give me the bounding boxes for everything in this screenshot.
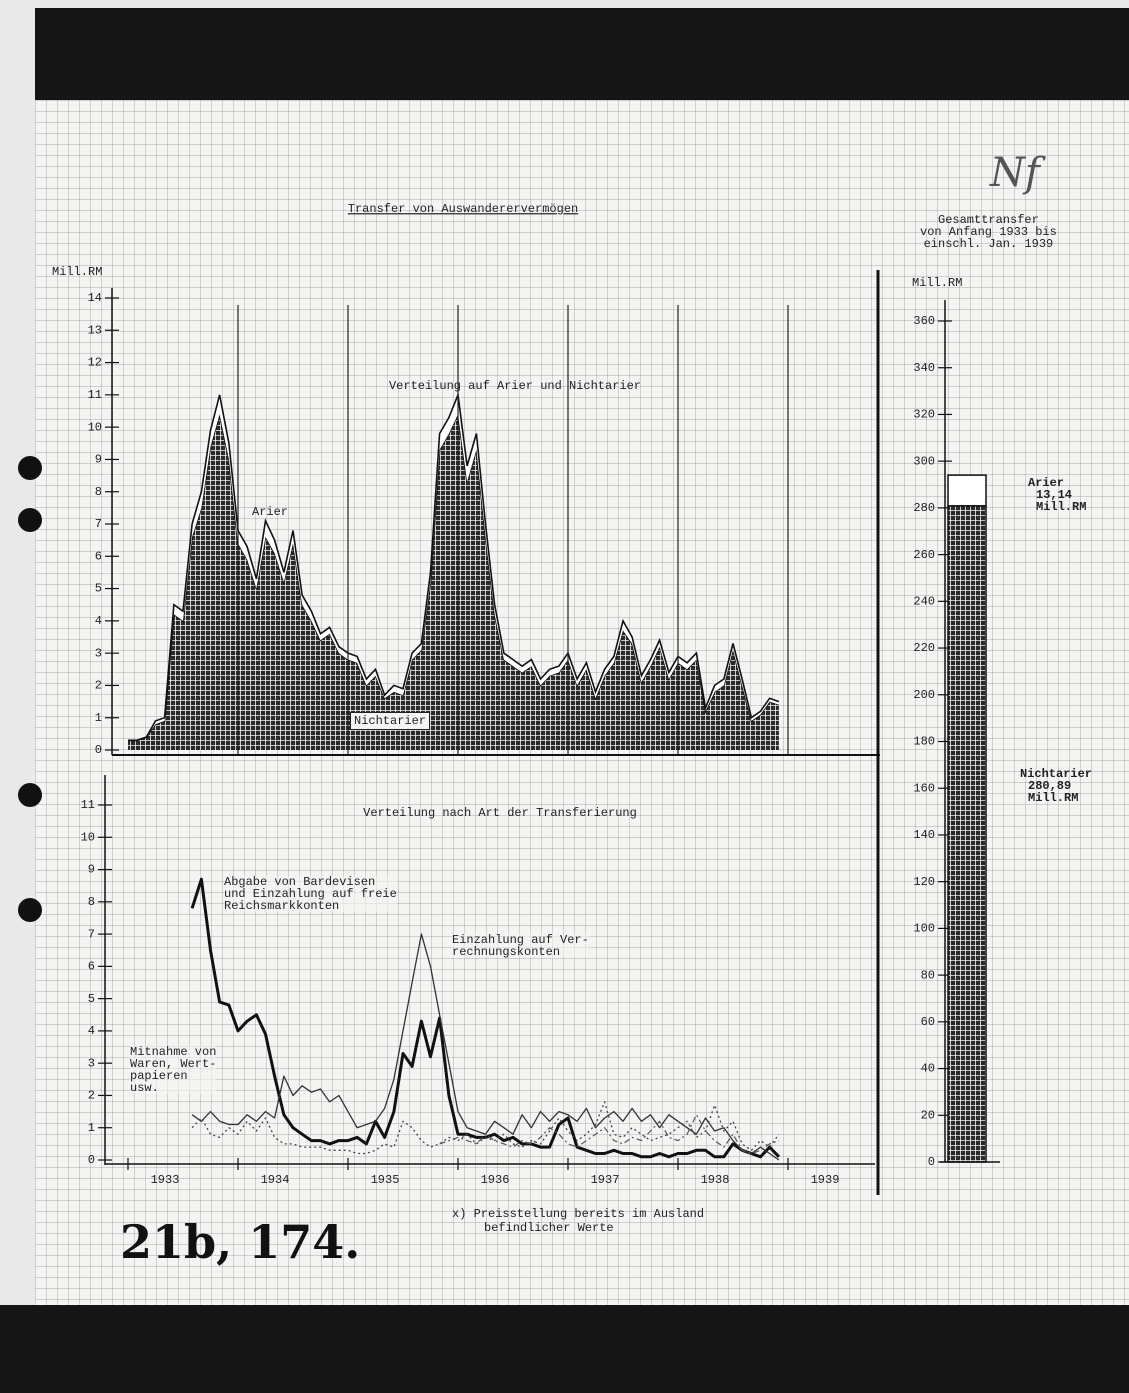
x-tick-label: 1938 <box>701 1173 730 1187</box>
y-tick-label: 340 <box>913 361 935 375</box>
y-axis-label: Mill.RM <box>52 265 102 279</box>
chart-title: Transfer von Auswanderervermögen <box>348 202 578 216</box>
y-tick-label: 8 <box>88 895 95 909</box>
y-tick-label: 7 <box>88 927 95 941</box>
bar-segment <box>948 475 986 506</box>
y-tick-label: 0 <box>88 1153 95 1167</box>
footnote: x) Preisstellung bereits im Ausland <box>452 1207 704 1221</box>
punch-hole <box>18 898 42 922</box>
y-tick-label: 2 <box>88 1089 95 1103</box>
punch-hole <box>18 508 42 532</box>
line <box>192 879 779 1157</box>
y-tick-label: 5 <box>95 582 102 596</box>
y-tick-label: 7 <box>95 517 102 531</box>
y-tick-label: 20 <box>921 1108 935 1122</box>
punch-hole <box>18 783 42 807</box>
y-tick-label: 8 <box>95 485 102 499</box>
y-tick-label: 11 <box>88 388 102 402</box>
bar-unit-label: Mill.RM <box>1036 501 1086 513</box>
y-tick-label: 6 <box>88 960 95 974</box>
y-tick-label: 280 <box>913 501 935 515</box>
x-tick-label: 1935 <box>371 1173 400 1187</box>
y-tick-label: 9 <box>95 453 102 467</box>
y-tick-label: 200 <box>913 688 935 702</box>
footnote: befindlicher Werte <box>484 1221 614 1235</box>
y-tick-label: 12 <box>88 356 102 370</box>
handwritten-note: 21b, 174. <box>120 1215 360 1269</box>
y-tick-label: 3 <box>95 646 102 660</box>
y-tick-label: 360 <box>913 314 935 328</box>
y-tick-label: 14 <box>88 291 102 305</box>
y-tick-label: 100 <box>913 922 935 936</box>
series-label: Mitnahme von Waren, Wert- papieren usw. <box>130 1046 216 1094</box>
y-tick-label: 300 <box>913 454 935 468</box>
y-tick-label: 220 <box>913 641 935 655</box>
series-label: Abgabe von Bardevisen und Einzahlung auf… <box>224 876 397 912</box>
y-tick-label: 4 <box>88 1024 95 1038</box>
y-tick-label: 13 <box>88 323 102 337</box>
y-tick-label: 180 <box>913 735 935 749</box>
y-tick-label: 9 <box>88 863 95 877</box>
y-tick-label: 240 <box>913 595 935 609</box>
y-tick-label: 10 <box>81 830 95 844</box>
punch-hole <box>18 456 42 480</box>
bar-unit-label: Mill.RM <box>1028 792 1078 804</box>
y-tick-label: 2 <box>95 679 102 693</box>
y-tick-label: 5 <box>88 992 95 1006</box>
bar-title: Gesamttransfer von Anfang 1933 bis einsc… <box>920 214 1057 250</box>
x-tick-label: 1934 <box>261 1173 290 1187</box>
y-tick-label: 3 <box>88 1056 95 1070</box>
series-label: Arier <box>252 506 288 518</box>
series-label: Nichtarier <box>350 712 430 730</box>
y-tick-label: 0 <box>928 1155 935 1169</box>
x-tick-label: 1939 <box>811 1173 840 1187</box>
area-fill <box>128 414 779 750</box>
handwritten-note: Nf <box>990 150 1040 196</box>
chart-subtitle: Verteilung nach Art der Transferierung <box>363 806 637 820</box>
y-tick-label: 4 <box>95 614 102 628</box>
y-tick-label: 320 <box>913 408 935 422</box>
y-tick-label: 140 <box>913 828 935 842</box>
y-tick-label: 120 <box>913 875 935 889</box>
y-tick-label: 0 <box>95 743 102 757</box>
y-tick-label: 80 <box>921 968 935 982</box>
y-tick-label: 1 <box>88 1121 95 1135</box>
y-tick-label: 40 <box>921 1062 935 1076</box>
y-tick-label: 260 <box>913 548 935 562</box>
series-label: Einzahlung auf Ver- rechnungskonten <box>452 934 589 958</box>
bar-segment <box>948 506 986 1162</box>
y-axis-label: Mill.RM <box>912 276 962 290</box>
x-tick-label: 1937 <box>591 1173 620 1187</box>
chart: Transfer von Auswanderervermögen Verteil… <box>0 0 1129 1393</box>
y-tick-label: 1 <box>95 711 102 725</box>
y-tick-label: 11 <box>81 798 95 812</box>
y-tick-label: 10 <box>88 420 102 434</box>
chart-subtitle: Verteilung auf Arier und Nichtarier <box>389 379 641 393</box>
y-tick-label: 60 <box>921 1015 935 1029</box>
x-tick-label: 1936 <box>481 1173 510 1187</box>
y-tick-label: 6 <box>95 549 102 563</box>
y-tick-label: 160 <box>913 781 935 795</box>
line <box>192 1102 779 1154</box>
x-tick-label: 1933 <box>151 1173 180 1187</box>
page: {"chart_data": [ {"type": "area", "title… <box>0 0 1129 1393</box>
